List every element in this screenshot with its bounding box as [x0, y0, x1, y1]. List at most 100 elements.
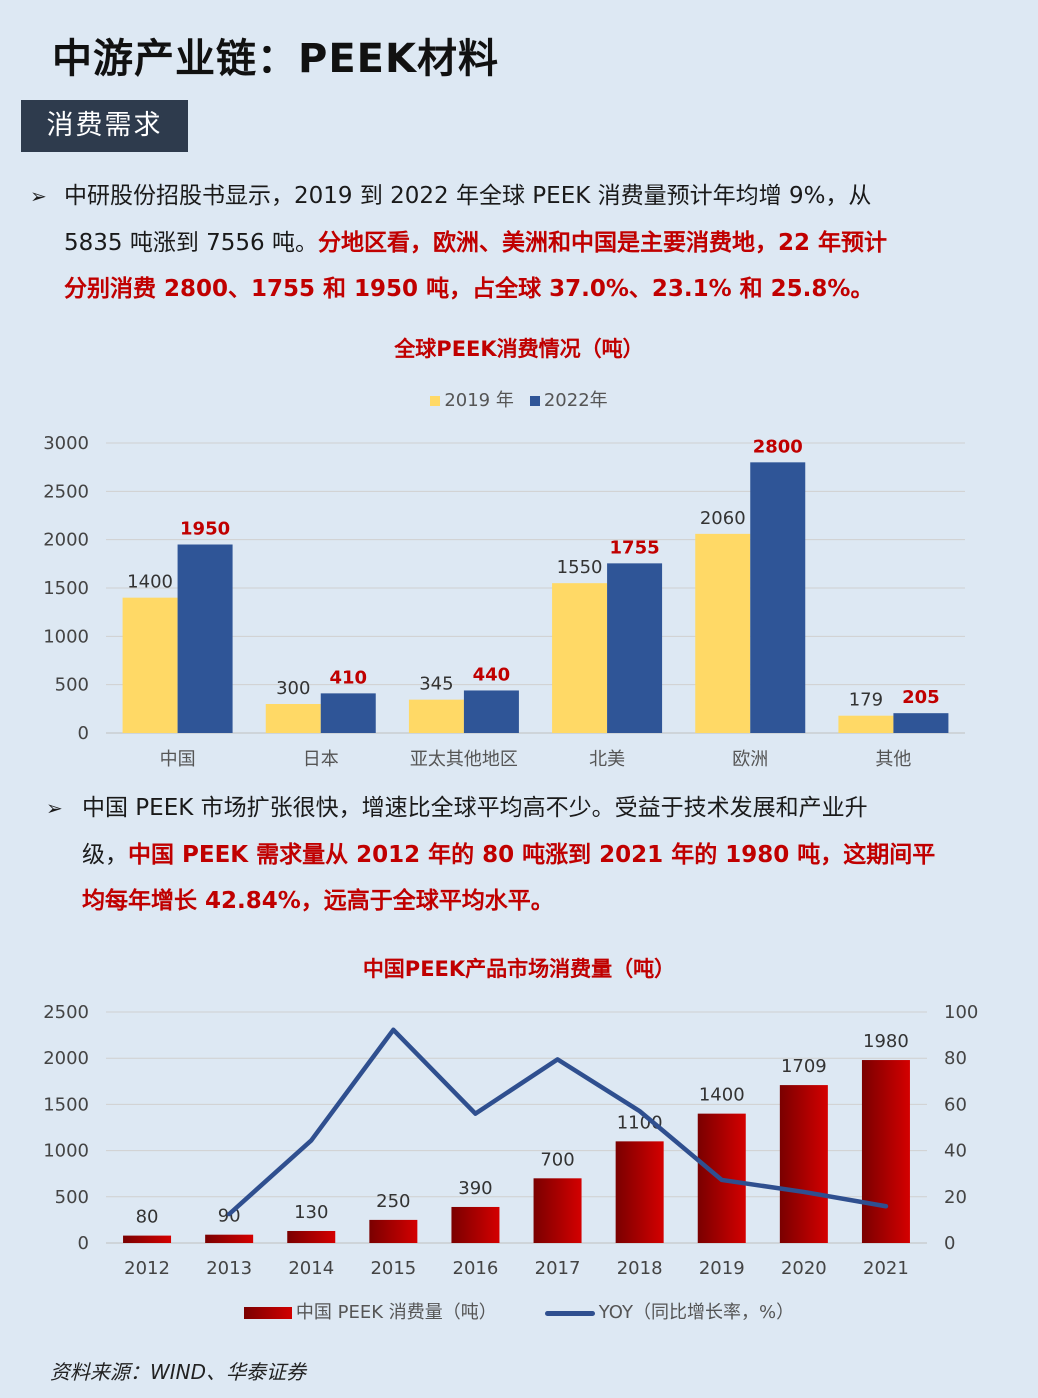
data-label: 1709 — [781, 1056, 827, 1077]
y-tick-label: 2500 — [43, 481, 89, 502]
chart-1-plot: 0 500 1000 1500 2000 2500 3000 1400 1950 中国 300 410… — [43, 433, 965, 770]
data-label: 345 — [419, 674, 453, 695]
source-note: 资料来源：WIND、华泰证券 — [50, 1360, 307, 1384]
bar-consumption — [615, 1141, 664, 1243]
legend-swatch-blue — [529, 396, 540, 406]
y-tick-label: 1500 — [43, 578, 89, 599]
x-tick-label: 中国 — [160, 749, 196, 770]
bullet-1: ➢ 中研股份招股书显示，2019 到 2022 年全球 PEEK 消费量预计年均… — [30, 173, 990, 313]
x-tick-label: 2016 — [453, 1258, 499, 1279]
data-label: 179 — [849, 690, 883, 711]
data-label: 440 — [473, 664, 511, 685]
bullet-1-line-2-plain: 5835 吨涨到 7556 吨。 — [64, 229, 318, 256]
bullet-2-line-1: 中国 PEEK 市场扩张很快，增速比全球平均高不少。受益于技术发展和产业升 — [82, 795, 868, 821]
legend-label-consumption: 中国 PEEK 消费量（吨） — [295, 1302, 497, 1323]
bar-consumption — [123, 1235, 172, 1243]
y-tick-label-right: 100 — [944, 1002, 978, 1023]
bullet-1-line-3: 分别消费 2800、1755 和 1950 吨，占全球 37.0%、23.1% … — [64, 276, 874, 302]
bar-2019 — [265, 704, 321, 733]
data-label: 1100 — [617, 1112, 663, 1133]
legend-label-yoy: YOY（同比增长率，%） — [598, 1302, 795, 1323]
x-tick-label: 2018 — [617, 1258, 663, 1279]
x-tick-label: 2015 — [370, 1258, 416, 1279]
y-tick-label: 0 — [78, 723, 89, 744]
data-label: 1400 — [127, 572, 173, 593]
data-label: 390 — [458, 1178, 492, 1199]
x-tick-label: 2020 — [781, 1258, 827, 1279]
bar-2019 — [122, 597, 178, 733]
chart-1-title: 全球PEEK消费情况（吨） — [394, 337, 644, 361]
bullet-1-line-2: 5835 吨涨到 7556 吨。分地区看，欧洲、美洲和中国是主要消费地，22 年… — [64, 220, 887, 267]
legend-item-2019: 2019 年 — [430, 390, 514, 411]
bar-consumption — [205, 1234, 254, 1243]
x-tick-label: 日本 — [303, 749, 339, 770]
bar-2022 — [463, 690, 519, 733]
arrow-bullet-icon: ➢ — [30, 184, 47, 208]
bar-2022 — [607, 563, 663, 733]
data-label: 1755 — [610, 537, 660, 558]
bullet-1-line-1: 中研股份招股书显示，2019 到 2022 年全球 PEEK 消费量预计年均增 … — [64, 183, 872, 209]
x-tick-label: 2021 — [863, 1258, 909, 1279]
bar-2022 — [320, 693, 376, 733]
bar-2019 — [838, 715, 894, 733]
y-tick-label: 3000 — [43, 433, 89, 454]
chart-2-plot: 0500100015002000250002040608010080201290… — [43, 1002, 978, 1279]
bar-2019 — [552, 583, 608, 733]
data-label: 205 — [902, 687, 940, 708]
x-tick-label: 2012 — [124, 1258, 170, 1279]
legend-swatch-blue-line — [544, 1310, 595, 1316]
y-tick-label-left: 2500 — [43, 1002, 89, 1023]
legend-label-2019: 2019 年 — [444, 390, 514, 411]
x-tick-label: 北美 — [589, 749, 625, 770]
bullet-2-line-2-red: 中国 PEEK 需求量从 2012 年的 80 吨涨到 2021 年的 1980… — [128, 841, 936, 868]
chart-1-legend: 2019 年 2022年 — [0, 386, 1038, 412]
y-tick-label-left: 1500 — [43, 1094, 89, 1115]
chart-2-title: 中国PEEK产品市场消费量（吨） — [362, 957, 676, 981]
data-label: 250 — [376, 1191, 410, 1212]
legend-item-2022: 2022年 — [529, 390, 608, 411]
y-tick-label: 500 — [55, 675, 89, 696]
data-label: 130 — [294, 1202, 328, 1223]
x-tick-label: 2019 — [699, 1258, 745, 1279]
y-tick-label: 2000 — [43, 530, 89, 551]
x-tick-label: 欧洲 — [732, 749, 768, 770]
bar-2022 — [893, 713, 949, 733]
bar-consumption — [287, 1230, 336, 1243]
data-label: 300 — [276, 678, 310, 699]
arrow-bullet-icon: ➢ — [46, 796, 63, 820]
y-tick-label-left: 1000 — [43, 1141, 89, 1162]
bar-2019 — [695, 533, 751, 733]
bullet-1-line-2-red: 分地区看，欧洲、美洲和中国是主要消费地，22 年预计 — [318, 229, 888, 256]
bar-consumption — [451, 1206, 500, 1243]
y-tick-label-right: 20 — [944, 1187, 967, 1208]
y-tick-label-right: 60 — [944, 1094, 967, 1115]
legend-label-2022: 2022年 — [543, 390, 608, 411]
legend-swatch-yellow — [430, 396, 441, 406]
data-label: 410 — [329, 667, 367, 688]
data-label: 2060 — [700, 508, 746, 529]
bar-2022 — [177, 544, 233, 733]
bullet-2-line-2: 级，中国 PEEK 需求量从 2012 年的 80 吨涨到 2021 年的 19… — [82, 832, 935, 879]
data-label: 1950 — [180, 519, 230, 540]
y-tick-label-left: 500 — [55, 1187, 89, 1208]
y-tick-label-right: 0 — [944, 1233, 955, 1254]
x-tick-label: 2013 — [206, 1258, 252, 1279]
y-tick-label-right: 80 — [944, 1048, 967, 1069]
x-tick-label: 2017 — [535, 1258, 581, 1279]
bullet-2-line-3: 均每年增长 42.84%，远高于全球平均水平。 — [82, 888, 554, 914]
y-tick-label: 1000 — [43, 626, 89, 647]
y-tick-label-left: 2000 — [43, 1048, 89, 1069]
data-label: 1980 — [863, 1031, 909, 1052]
yoy-line — [226, 1027, 889, 1217]
bar-consumption — [533, 1178, 582, 1243]
x-tick-label: 2014 — [288, 1258, 334, 1279]
section-tag: 消费需求 — [21, 100, 188, 152]
data-label: 2800 — [753, 436, 803, 457]
bar-consumption — [369, 1219, 418, 1243]
y-tick-label-right: 40 — [944, 1141, 967, 1162]
bar-consumption — [861, 1060, 910, 1243]
data-label: 1400 — [699, 1085, 745, 1106]
page-title: 中游产业链：PEEK材料 — [52, 36, 499, 82]
bar-consumption — [779, 1085, 828, 1243]
